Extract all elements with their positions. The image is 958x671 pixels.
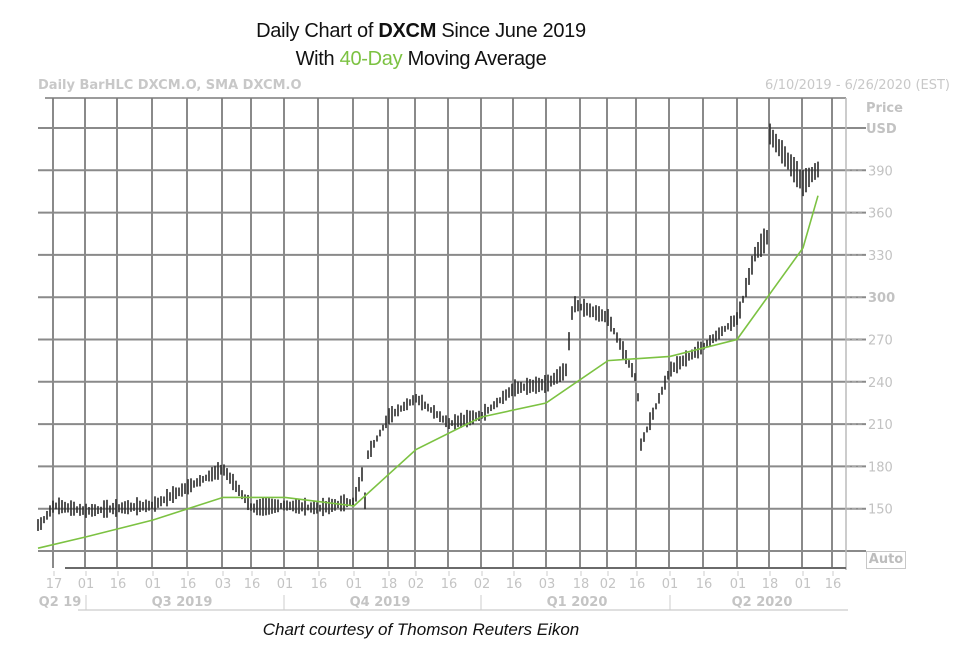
x-tick-label: 18: [762, 577, 779, 592]
x-tick-label: 16: [311, 577, 328, 592]
x-tick-label: 02: [600, 577, 617, 592]
y-tick-label: 300: [868, 291, 895, 306]
x-tick-label: 16: [244, 577, 261, 592]
x-tick-label: 01: [795, 577, 812, 592]
study-label: Daily BarHLC DXCM.O, SMA DXCM.O: [38, 78, 302, 93]
title2-suffix: Moving Average: [402, 48, 547, 70]
x-tick-label: 16: [629, 577, 646, 592]
axes: 150 180 210 240 270 300 330 360 390 17 01 16 01 16 03 1…: [39, 97, 895, 611]
chart-title-line2: With 40-Day Moving Average: [0, 48, 842, 71]
x-tick-label: 16: [180, 577, 197, 592]
quarter-label: Q1 2020: [547, 595, 608, 610]
title2-prefix: With: [295, 48, 340, 70]
chart-title-line1: Daily Chart of DXCM Since June 2019: [0, 20, 842, 43]
x-tick-label: 01: [78, 577, 95, 592]
price-axis-title: Price: [866, 101, 903, 116]
x-tick-label: 03: [539, 577, 556, 592]
x-tick-label: 01: [730, 577, 747, 592]
title-prefix: Daily Chart of: [256, 20, 379, 42]
sma-period-label: 40-Day: [339, 48, 403, 70]
currency-axis-title: USD: [866, 122, 897, 137]
y-tick-label: 330: [868, 249, 893, 264]
chart-grid: [38, 98, 866, 568]
auto-scale-button[interactable]: Auto: [866, 551, 906, 569]
quarter-label: Q2 19: [39, 595, 82, 610]
quarter-label: Q3 2019: [152, 595, 213, 610]
x-tick-label: 16: [441, 577, 458, 592]
y-tick-label: 270: [868, 334, 893, 349]
x-tick-label: 16: [696, 577, 713, 592]
date-range-label: 6/10/2019 - 6/26/2020 (EST): [765, 78, 950, 93]
y-tick-label: 240: [868, 376, 893, 391]
x-tick-label: 03: [215, 577, 232, 592]
y-tick-label: 180: [868, 460, 893, 475]
ticker-symbol: DXCM: [378, 20, 437, 42]
x-tick-label: 16: [506, 577, 523, 592]
y-tick-label: 210: [868, 418, 893, 433]
quarter-label: Q4 2019: [350, 595, 411, 610]
x-tick-label: 01: [662, 577, 679, 592]
x-tick-label: 16: [110, 577, 127, 592]
x-tick-label: 18: [381, 577, 398, 592]
x-tick-label: 18: [573, 577, 590, 592]
x-tick-label: 16: [825, 577, 842, 592]
x-tick-label: 17: [46, 577, 63, 592]
x-tick-label: 02: [408, 577, 425, 592]
quarter-label: Q2 2020: [732, 595, 793, 610]
y-tick-label: 150: [868, 503, 893, 518]
sma-40-line: [37, 195, 819, 549]
x-tick-label: 01: [346, 577, 363, 592]
y-tick-label: 360: [868, 207, 893, 222]
y-tick-label: 390: [868, 164, 893, 179]
chart-credit: Chart courtesy of Thomson Reuters Eikon: [262, 620, 580, 639]
price-bars: [37, 123, 819, 531]
x-tick-label: 01: [277, 577, 294, 592]
title-suffix: Since June 2019: [436, 20, 586, 42]
x-tick-label: 02: [474, 577, 491, 592]
x-tick-label: 01: [145, 577, 162, 592]
